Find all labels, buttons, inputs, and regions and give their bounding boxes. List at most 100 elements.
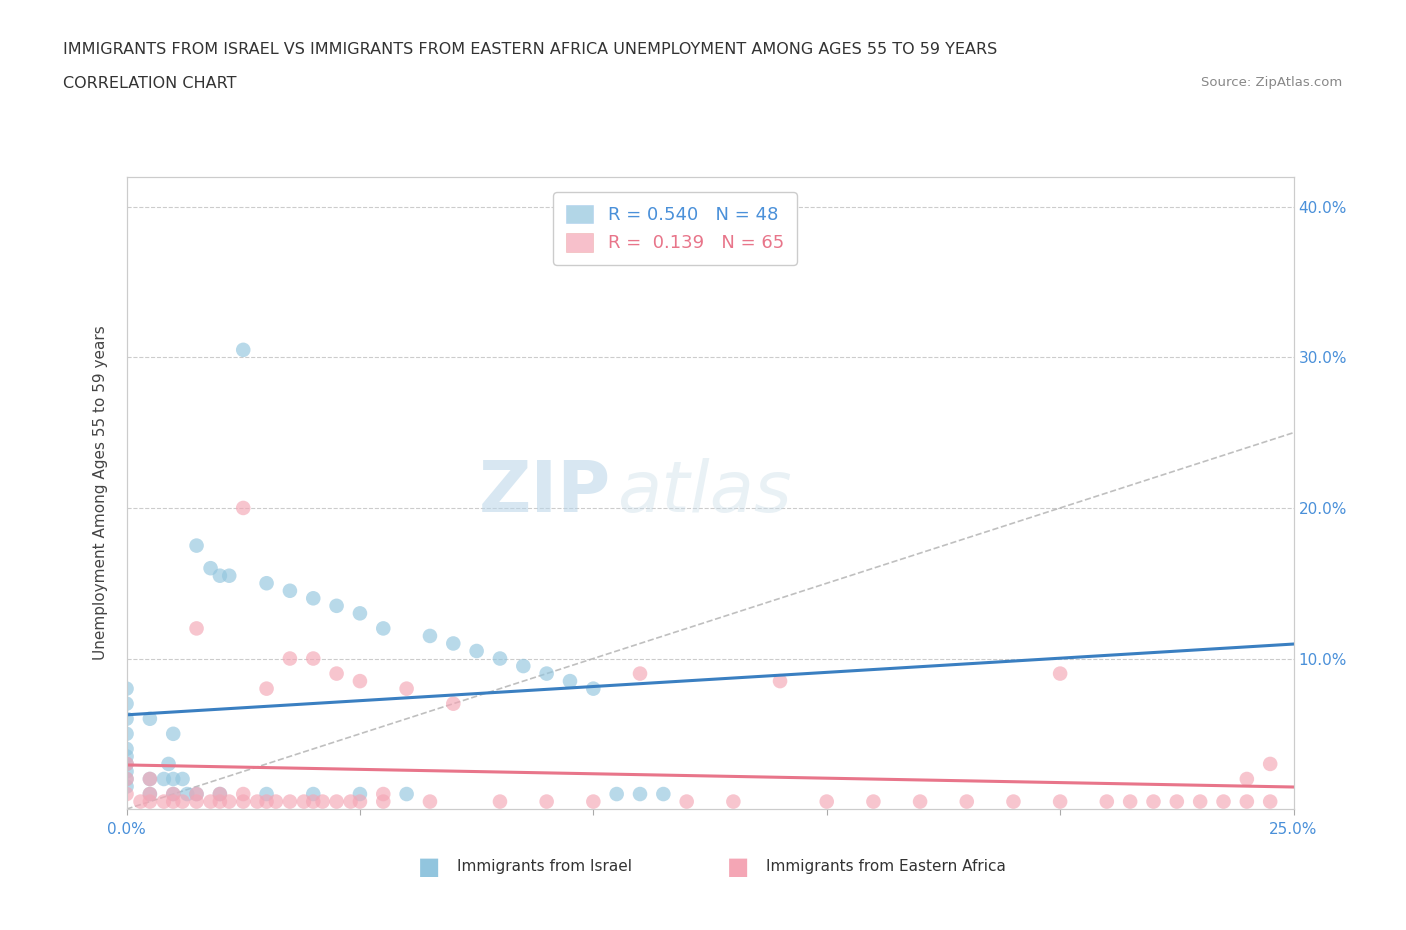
Point (256, 681, 278, 696)
Point (115, 756, 138, 771)
Y-axis label: Unemployment Among Ages 55 to 59 years: Unemployment Among Ages 55 to 59 years (93, 326, 108, 660)
Text: ZIP: ZIP (478, 458, 610, 527)
Point (489, 651, 512, 666)
Point (278, 794, 301, 809)
Point (908, 794, 931, 809)
Point (115, 749, 138, 764)
Point (373, 794, 395, 809)
Point (349, 787, 371, 802)
Point (139, 787, 162, 802)
Point (302, 651, 325, 666)
Text: atlas: atlas (617, 458, 792, 527)
Point (115, 779, 138, 794)
Point (278, 583, 301, 598)
Point (208, 787, 231, 802)
Point (769, 673, 792, 688)
Point (139, 772, 162, 787)
Point (115, 772, 138, 787)
Point (815, 794, 838, 809)
Point (186, 787, 208, 802)
Point (325, 794, 347, 809)
Text: Source: ZipAtlas.com: Source: ZipAtlas.com (1202, 76, 1343, 89)
Point (652, 787, 675, 802)
Point (956, 794, 979, 809)
Point (373, 787, 395, 802)
Point (1049, 794, 1071, 809)
Point (115, 772, 138, 787)
Point (862, 794, 884, 809)
Text: IMMIGRANTS FROM ISRAEL VS IMMIGRANTS FROM EASTERN AFRICA UNEMPLOYMENT AMONG AGES: IMMIGRANTS FROM ISRAEL VS IMMIGRANTS FRO… (63, 42, 997, 57)
Point (186, 621, 208, 636)
Point (1236, 794, 1258, 809)
Point (115, 756, 138, 771)
Point (419, 794, 441, 809)
Point (1258, 756, 1281, 771)
Point (489, 794, 512, 809)
Point (186, 787, 208, 802)
Point (129, 794, 152, 809)
Point (246, 794, 269, 809)
Point (256, 576, 278, 591)
Point (176, 787, 198, 802)
Point (162, 772, 184, 787)
Point (1212, 794, 1234, 809)
Point (628, 787, 651, 802)
Point (208, 787, 231, 802)
Point (349, 794, 371, 809)
Point (395, 787, 418, 802)
Point (582, 681, 605, 696)
Point (1095, 794, 1118, 809)
Point (186, 538, 208, 553)
Point (302, 794, 325, 809)
Point (208, 794, 231, 809)
Point (115, 697, 138, 711)
Point (264, 794, 287, 809)
Point (232, 342, 254, 357)
Point (139, 772, 162, 787)
Point (349, 673, 371, 688)
Point (1002, 794, 1025, 809)
Point (218, 794, 240, 809)
Text: ■: ■ (727, 855, 749, 879)
Point (325, 598, 347, 613)
Point (675, 794, 697, 809)
Point (162, 787, 184, 802)
Point (186, 794, 208, 809)
Point (536, 794, 558, 809)
Point (395, 681, 418, 696)
Point (232, 500, 254, 515)
Point (200, 794, 222, 809)
Text: CORRELATION CHART: CORRELATION CHART (63, 76, 236, 91)
Point (606, 787, 628, 802)
Point (115, 787, 138, 802)
Point (115, 711, 138, 726)
Point (339, 794, 361, 809)
Point (723, 794, 745, 809)
Point (628, 666, 651, 681)
Point (115, 681, 138, 696)
Point (558, 673, 581, 688)
Point (419, 629, 441, 644)
Point (208, 568, 231, 583)
Point (311, 794, 333, 809)
Point (441, 697, 464, 711)
Point (582, 794, 605, 809)
Point (162, 726, 184, 741)
Text: Immigrants from Eastern Africa: Immigrants from Eastern Africa (766, 859, 1007, 874)
Point (1189, 794, 1212, 809)
Point (302, 591, 325, 605)
Point (325, 666, 347, 681)
Point (302, 787, 325, 802)
Point (256, 794, 278, 809)
Point (292, 794, 315, 809)
Point (157, 756, 180, 771)
Point (172, 772, 194, 787)
Point (373, 621, 395, 636)
Point (172, 794, 194, 809)
Legend: R = 0.540   N = 48, R =  0.139   N = 65: R = 0.540 N = 48, R = 0.139 N = 65 (554, 193, 797, 265)
Point (441, 636, 464, 651)
Point (465, 644, 488, 658)
Point (139, 787, 162, 802)
Point (1142, 794, 1164, 809)
Point (1258, 794, 1281, 809)
